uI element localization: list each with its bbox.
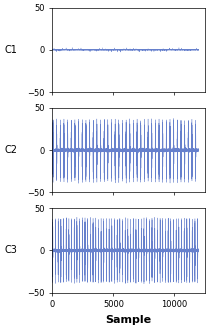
- Y-axis label: C1: C1: [4, 45, 17, 55]
- Y-axis label: C3: C3: [4, 245, 17, 255]
- X-axis label: Sample: Sample: [106, 315, 152, 325]
- Y-axis label: C2: C2: [4, 145, 17, 155]
